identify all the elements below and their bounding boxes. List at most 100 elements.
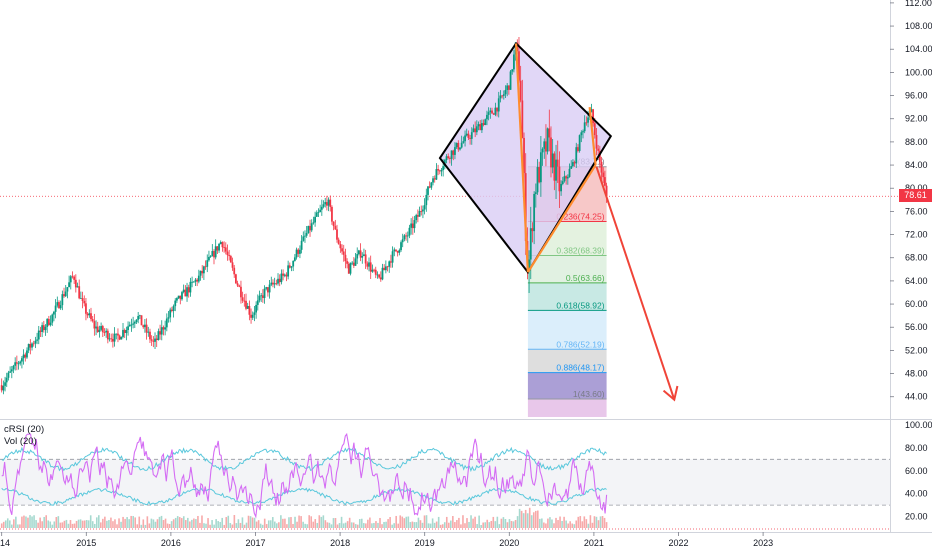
candle [46, 318, 49, 327]
candle [373, 269, 375, 271]
candle [59, 305, 62, 309]
candle [470, 132, 473, 139]
volume-bar [134, 517, 137, 528]
candle [563, 176, 566, 182]
volume-bar [405, 516, 408, 528]
volume-bar [29, 515, 31, 528]
volume-bar [13, 519, 15, 528]
volume-bar [41, 521, 43, 528]
candle [518, 51, 520, 81]
volume-bar [589, 515, 592, 528]
candle [115, 333, 118, 335]
candle [240, 286, 242, 298]
volume-bar [462, 515, 464, 528]
volume-bar [593, 516, 596, 528]
candle [400, 242, 402, 251]
volume-bar [445, 516, 448, 528]
candle [2, 385, 5, 391]
candle [324, 202, 327, 205]
volume-bar [126, 517, 128, 528]
candle [597, 148, 600, 151]
candle [267, 287, 269, 293]
volume-bar [312, 521, 315, 528]
candle [223, 247, 226, 249]
candle [320, 206, 323, 210]
candle [288, 265, 291, 268]
volume-bar [518, 508, 521, 528]
volume-bar [537, 510, 539, 528]
candle [378, 274, 381, 278]
candle [282, 273, 284, 276]
candle [356, 254, 359, 259]
fib-level-label: 0.618(58.92) [556, 300, 604, 310]
volume-bar [383, 521, 385, 528]
candle [280, 273, 283, 283]
volume-bar [456, 520, 458, 528]
volume-bar [195, 519, 197, 528]
candle [427, 186, 429, 195]
candle [529, 228, 532, 260]
candle [196, 279, 199, 282]
candle [555, 159, 557, 181]
candle [149, 331, 151, 340]
candle [550, 137, 552, 168]
candle [4, 382, 6, 386]
volume-bar [601, 515, 604, 528]
volume-bar [189, 521, 191, 528]
volume-bar [565, 520, 567, 528]
candle [191, 281, 193, 283]
candle [309, 225, 311, 231]
candle [433, 178, 436, 180]
candle [354, 258, 357, 266]
candle [484, 119, 487, 126]
volume-bar [454, 522, 456, 528]
time-tick-label: 2020 [499, 538, 519, 548]
volume-bar [381, 524, 383, 528]
orange-trendline [514, 43, 530, 273]
volume-bar [340, 516, 343, 528]
candle [368, 262, 370, 267]
candle [103, 332, 106, 333]
volume-bar [140, 524, 143, 528]
candle [150, 339, 153, 341]
volume-bar [482, 522, 484, 528]
candle [261, 295, 264, 298]
candle [292, 260, 295, 267]
candle [507, 85, 510, 90]
indicator-pane [0, 419, 932, 530]
volume-bar [71, 523, 74, 528]
candle [111, 338, 114, 342]
candle [545, 141, 547, 152]
candle [390, 261, 392, 263]
candle [26, 350, 28, 358]
candle [9, 371, 12, 373]
candle [299, 249, 301, 254]
volume-bar [439, 524, 442, 528]
volume-bar [365, 523, 367, 528]
candle [31, 343, 33, 348]
volume-bar [156, 519, 159, 528]
candle [541, 148, 544, 153]
volume-bar [458, 517, 460, 528]
fib-retracement: 0(83.71)0.236(74.25)0.382(68.39)0.5(63.6… [527, 157, 607, 417]
volume-bar [201, 515, 203, 528]
candle [5, 377, 8, 383]
volume-bar [152, 519, 155, 528]
candle [83, 300, 86, 304]
volume-bar [500, 518, 503, 528]
volume-bar [97, 515, 100, 528]
volume-bar [417, 517, 420, 528]
candle [452, 150, 455, 155]
volume-bar [480, 524, 482, 528]
candle [501, 95, 504, 97]
candle [590, 109, 593, 113]
candle [34, 340, 37, 344]
candle [263, 288, 266, 298]
volume-bar [298, 515, 300, 528]
candle [578, 135, 581, 151]
candle [319, 209, 322, 213]
candle [352, 262, 355, 266]
fib-level-label: 0.786(52.19) [556, 339, 604, 349]
volume-bar [557, 520, 559, 528]
